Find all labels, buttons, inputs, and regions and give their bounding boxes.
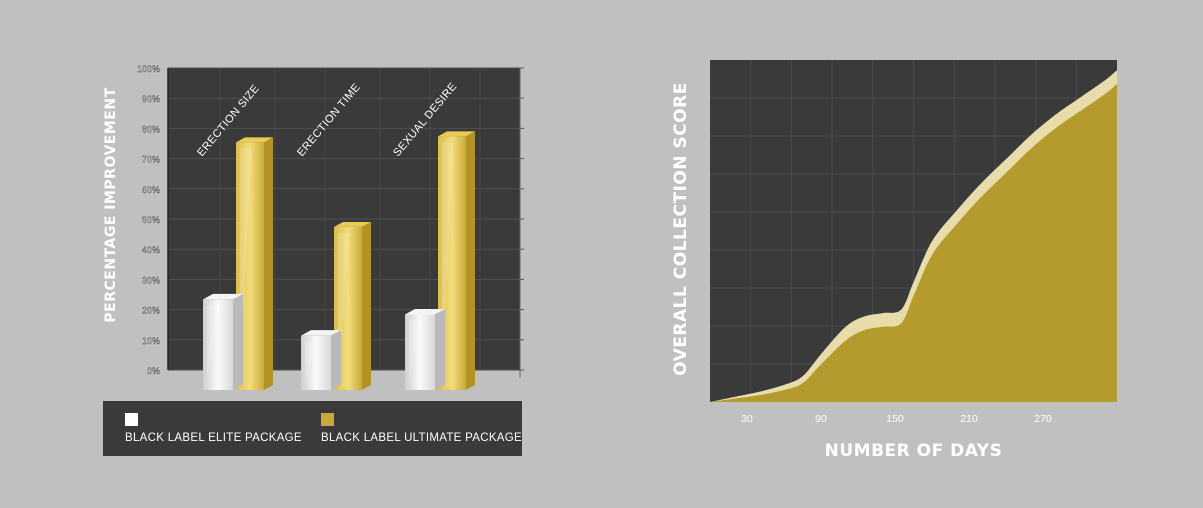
legend-swatch-elite: [125, 413, 138, 426]
y-tick-label: 30%: [142, 275, 160, 285]
bar-top: [334, 221, 371, 227]
bar-side: [435, 309, 445, 390]
bar-front: [203, 299, 233, 390]
bar-top: [236, 137, 273, 143]
y-tick-label: 40%: [142, 245, 160, 255]
bar-ultimate: [334, 221, 371, 390]
bar-front: [301, 335, 331, 390]
bar-shine: [409, 320, 422, 380]
legend-swatch-ultimate: [321, 413, 334, 426]
x-tick-label: 30: [741, 413, 753, 425]
bar-elite: [203, 293, 243, 390]
area-series-main: [710, 83, 1117, 402]
bar-shine: [442, 142, 454, 380]
bar-chart-panel: 0% 10% 20% 30% 40% 50% 60% 70% 80% 90% 100% PERCENT…: [0, 0, 600, 508]
bar-elite: [301, 330, 341, 390]
bar-shine: [207, 305, 220, 380]
x-axis-label: NUMBER OF DAYS: [825, 441, 1003, 461]
x-tick-label: 210: [960, 413, 978, 425]
y-tick-label: 0%: [147, 366, 160, 376]
bar-top: [203, 293, 243, 300]
x-tick-label: 270: [1034, 413, 1052, 425]
y-tick-label: 50%: [142, 215, 160, 225]
bar-elite: [405, 309, 445, 390]
bar-shine: [338, 232, 350, 380]
bar-side: [362, 221, 371, 390]
y-tick-label: 60%: [142, 185, 160, 195]
y-tick-label: 70%: [142, 155, 160, 165]
bar-chart: 0% 10% 20% 30% 40% 50% 60% 70% 80% 90% 100% PERCENT…: [103, 64, 524, 390]
x-tick-label: 90: [815, 413, 827, 425]
y-tick-label: 90%: [142, 94, 160, 104]
bar-shine: [240, 148, 252, 380]
y-tick-label: 20%: [142, 306, 160, 316]
legend-label-ultimate: BLACK LABEL ULTIMATE PACKAGE: [321, 432, 522, 444]
legend: BLACK LABEL ELITE PACKAGE BLACK LABEL UL…: [103, 401, 522, 456]
y-tick-label: 80%: [142, 124, 160, 134]
y-axis-label: OVERALL COLLECTION SCORE: [671, 82, 691, 376]
bar-top: [438, 131, 475, 137]
bar-side: [466, 131, 475, 390]
area-chart-panel: 30 90 150 210 270 NUMBER OF DAYS OVERALL COLLE…: [600, 0, 1203, 508]
bar-ultimate: [236, 137, 273, 390]
legend-label-elite: BLACK LABEL ELITE PACKAGE: [125, 432, 302, 444]
bar-top: [405, 309, 445, 315]
bar-front: [405, 314, 435, 390]
y-tick-label: 100%: [137, 64, 160, 74]
bar-side: [233, 293, 243, 390]
bar-side: [264, 137, 273, 390]
bar-side: [331, 330, 341, 390]
bar-shine: [305, 341, 318, 380]
y-tick-label: 10%: [142, 336, 160, 346]
bar-top: [301, 330, 341, 336]
x-tick-label: 150: [886, 413, 904, 425]
area-chart: 30 90 150 210 270 NUMBER OF DAYS OVERALL COLLE…: [671, 60, 1117, 461]
y-axis-label: PERCENTAGE IMPROVEMENT: [103, 87, 119, 322]
